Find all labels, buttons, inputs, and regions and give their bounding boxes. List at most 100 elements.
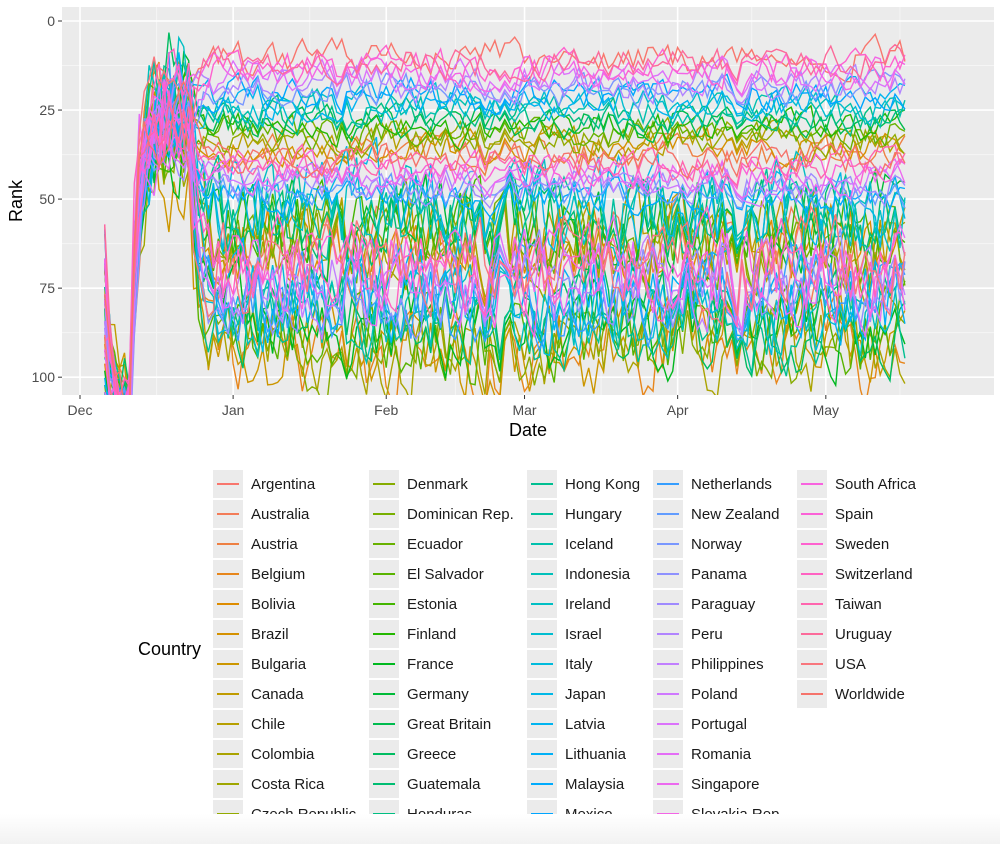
legend-label: Worldwide [835,685,905,703]
series-line [104,68,906,395]
y-tick-label: 100 [32,369,56,385]
legend-key [369,530,400,558]
legend-swatch-line [217,603,240,605]
legend-item: Estonia [369,589,519,619]
legend-key [527,470,558,498]
legend-item: Ireland [527,589,645,619]
series-line [104,104,906,395]
legend-swatch-line [531,513,554,515]
series-line [104,104,906,395]
legend-key [527,770,558,798]
legend-label: New Zealand [691,505,780,523]
series-line [104,51,906,395]
legend-item: Malaysia [527,769,645,799]
legend-swatch-line [657,483,680,485]
legend-column: Denmark Dominican Rep. Ecuador El Salvador E… [369,469,519,829]
legend-swatch-line [373,573,396,575]
x-axis-title: Date [509,420,547,440]
legend-label: Australia [251,505,310,523]
legend-swatch-line [657,783,680,785]
legend-swatch-line [217,753,240,755]
legend-key [213,710,244,738]
legend-item: Italy [527,649,645,679]
legend-item: Philippines [653,649,789,679]
legend-label: Great Britain [407,715,492,733]
legend-swatch-line [531,753,554,755]
series-line [104,82,906,395]
legend-label: Uruguay [835,625,892,643]
legend-swatch-line [657,633,680,635]
legend-key [369,590,400,618]
legend-key [653,770,684,798]
legend-label: Colombia [251,745,315,763]
legend-key [653,740,684,768]
legend-item: Bulgaria [213,649,361,679]
legend-key [653,620,684,648]
series-line [104,79,906,395]
legend-swatch-line [217,573,240,575]
legend-key [527,740,558,768]
legend-key [213,620,244,648]
legend-column: Hong Kong Hungary Iceland Indonesia Ireland I… [527,469,645,829]
legend-column: South Africa Spain Sweden Switzerland Taiwan… [797,469,927,829]
series-line [104,75,906,395]
legend-swatch-line [217,663,240,665]
bottom-shadow [0,814,1000,844]
legend-item: Uruguay [797,619,927,649]
legend-key [653,680,684,708]
legend-item: Denmark [369,469,519,499]
legend-swatch-line [657,513,680,515]
legend-item: Paraguay [653,589,789,619]
legend-item: Finland [369,619,519,649]
legend-item: Colombia [213,739,361,769]
series-line [104,110,906,395]
legend-item: Hong Kong [527,469,645,499]
x-tick-label: Mar [512,402,536,418]
legend-item: Taiwan [797,589,927,619]
legend-key [213,650,244,678]
series-line [104,90,906,395]
series-line [104,62,906,395]
series-line [104,44,906,395]
legend-label: Latvia [565,715,606,733]
legend-swatch-line [531,573,554,575]
y-tick-label: 0 [47,13,55,29]
legend-key [527,650,558,678]
series-line [104,56,906,395]
legend-label: Bulgaria [251,655,307,673]
x-tick-label: Dec [68,402,93,418]
legend-label: South Africa [835,475,916,493]
legend-item: Singapore [653,769,789,799]
legend-item: Canada [213,679,361,709]
legend-swatch-line [801,693,824,695]
legend-item: Netherlands [653,469,789,499]
legend-swatch-line [801,543,824,545]
legend-swatch-line [217,693,240,695]
legend-key [527,680,558,708]
legend-key [369,740,400,768]
legend-item: Panama [653,559,789,589]
legend-key [527,560,558,588]
legend-item: Latvia [527,709,645,739]
legend-label: Italy [565,655,593,673]
legend-swatch-line [657,573,680,575]
legend-item: Brazil [213,619,361,649]
y-tick-label: 25 [39,102,55,118]
legend-swatch-line [801,483,824,485]
legend-swatch-line [531,483,554,485]
legend-key [213,500,244,528]
legend-item: USA [797,649,927,679]
series-line [104,71,906,395]
legend-key [653,560,684,588]
legend-label: Belgium [251,565,306,583]
legend-label: Guatemala [407,775,481,793]
legend-label: Malaysia [565,775,625,793]
legend-item: El Salvador [369,559,519,589]
legend-key [797,650,828,678]
legend-item: Spain [797,499,927,529]
legend-swatch-line [801,573,824,575]
legend-swatch-line [801,603,824,605]
series-line [104,35,906,395]
legend-item: Guatemala [369,769,519,799]
legend-key [653,530,684,558]
